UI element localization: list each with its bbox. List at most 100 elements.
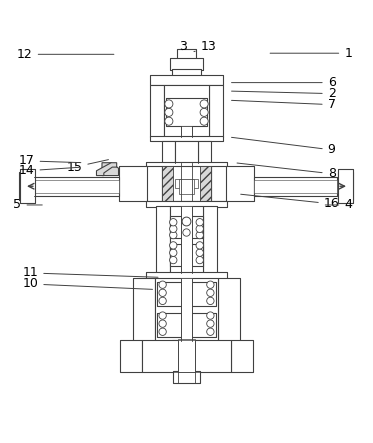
Bar [338, 172, 352, 200]
Text: 15: 15 [66, 159, 109, 174]
Bar [120, 340, 142, 372]
Bar [146, 167, 162, 201]
Circle shape [196, 249, 203, 256]
Circle shape [196, 218, 203, 226]
Text: 9: 9 [232, 137, 336, 156]
Bar [146, 162, 227, 167]
Circle shape [196, 225, 203, 233]
Bar [226, 167, 254, 201]
Bar [154, 279, 219, 341]
Bar [146, 201, 227, 207]
Bar [162, 167, 173, 201]
Bar [181, 206, 192, 273]
Bar [188, 313, 216, 337]
Bar [170, 216, 203, 238]
Bar [170, 58, 203, 70]
Bar [150, 75, 223, 85]
Bar [120, 340, 142, 372]
Bar [157, 313, 185, 337]
Bar [150, 136, 223, 141]
Circle shape [170, 231, 177, 239]
Bar [200, 167, 211, 201]
Circle shape [159, 320, 166, 327]
Bar [150, 85, 164, 137]
Bar [181, 279, 192, 341]
Bar [188, 282, 216, 306]
Bar [119, 167, 147, 201]
Bar [156, 206, 170, 273]
Bar [34, 179, 119, 193]
Bar [172, 340, 201, 348]
Bar [219, 279, 240, 341]
Bar [157, 282, 185, 306]
Bar [170, 244, 203, 266]
Circle shape [165, 109, 173, 117]
Circle shape [196, 231, 203, 239]
Bar [172, 70, 201, 76]
Bar [338, 169, 353, 203]
Circle shape [196, 242, 203, 249]
Bar [231, 340, 253, 372]
Bar [133, 279, 154, 341]
Circle shape [196, 256, 203, 264]
Bar [150, 136, 223, 141]
Bar [181, 126, 192, 137]
Text: 2: 2 [232, 87, 336, 100]
Bar [211, 167, 227, 201]
Bar [172, 340, 201, 348]
Bar [188, 313, 216, 337]
Bar [198, 141, 211, 163]
Bar [173, 371, 200, 383]
Circle shape [200, 100, 208, 108]
Bar [34, 177, 119, 196]
Bar [146, 167, 162, 201]
Bar [175, 141, 198, 163]
Bar [173, 371, 200, 383]
Bar [166, 98, 207, 126]
Bar [188, 282, 216, 306]
Text: 16: 16 [241, 194, 339, 210]
Circle shape [170, 242, 177, 249]
Text: 5: 5 [13, 198, 42, 211]
Text: 8: 8 [237, 163, 336, 180]
Circle shape [207, 297, 214, 304]
Polygon shape [97, 163, 117, 175]
Bar [133, 279, 154, 341]
Circle shape [165, 100, 173, 108]
Bar [178, 339, 195, 372]
Circle shape [170, 225, 177, 233]
Bar [198, 141, 211, 163]
Text: 11: 11 [22, 266, 158, 280]
Bar [162, 141, 175, 163]
Circle shape [207, 312, 214, 319]
Bar [170, 216, 203, 238]
Circle shape [207, 320, 214, 327]
Text: 12: 12 [17, 48, 114, 61]
Bar [146, 272, 227, 279]
Circle shape [170, 218, 177, 226]
Text: 3: 3 [179, 40, 187, 54]
Bar [20, 169, 35, 203]
Bar [203, 206, 217, 273]
Circle shape [207, 289, 214, 296]
Circle shape [170, 249, 177, 256]
Circle shape [200, 117, 208, 125]
Bar [338, 169, 353, 203]
Bar [226, 167, 254, 201]
Text: 10: 10 [22, 277, 153, 291]
Bar [150, 75, 223, 85]
Bar [170, 244, 203, 266]
Bar [19, 172, 34, 200]
Bar [20, 169, 35, 203]
Circle shape [207, 281, 214, 288]
Circle shape [170, 256, 177, 264]
Circle shape [159, 312, 166, 319]
Bar [157, 282, 185, 306]
Bar [146, 201, 227, 207]
Text: 6: 6 [232, 76, 336, 89]
Bar [254, 177, 337, 196]
Bar [219, 279, 240, 341]
Bar [150, 85, 164, 137]
Bar [177, 49, 196, 60]
Bar [170, 206, 203, 273]
